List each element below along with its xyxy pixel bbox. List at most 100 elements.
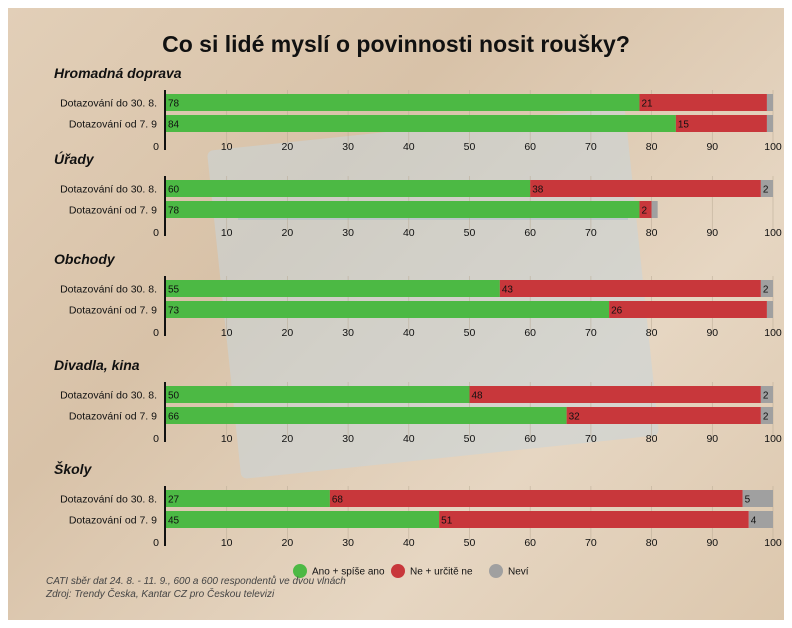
bar-yes: [166, 115, 676, 132]
bar-no-label: 48: [472, 391, 484, 402]
tick-label: 70: [585, 537, 597, 549]
tick-label: 60: [524, 227, 536, 239]
chart-panel: Hromadná doprava Dotazování do 30. 8. 78 21…: [54, 65, 782, 153]
tick-label: 30: [342, 537, 354, 549]
tick-label: 100: [764, 537, 782, 549]
row-label: Dotazování od 7. 9: [69, 515, 157, 527]
bar-dontknow-label: 2: [763, 285, 769, 296]
bar-dontknow: [748, 511, 773, 528]
tick-label: 80: [646, 227, 658, 239]
tick-label: 40: [403, 227, 415, 239]
tick-label: 30: [342, 327, 354, 339]
bar-dontknow-label: 5: [745, 495, 751, 506]
bar-no-label: 15: [678, 120, 690, 131]
bar-dontknow-label: 2: [763, 391, 769, 402]
tick-label: 10: [221, 433, 233, 445]
tick-label: 50: [464, 141, 476, 153]
bar-no-label: 26: [611, 306, 623, 317]
tick-label: 30: [342, 227, 354, 239]
tick-label: 70: [585, 327, 597, 339]
tick-label: 60: [524, 327, 536, 339]
chart-panel: Úřady Dotazování do 30. 8. 60 38 2 Dotazování…: [54, 150, 782, 239]
tick-label: 20: [282, 141, 294, 153]
tick-label: 10: [221, 141, 233, 153]
footer-method-note: CATI sběr dat 24. 8. - 11. 9., 600 a 600…: [46, 576, 346, 587]
tick-label: 90: [706, 327, 718, 339]
footer-source-note: Zdroj: Trendy Česka, Kantar CZ pro Česko…: [46, 589, 275, 600]
chart-footer: CATI sběr dat 24. 8. - 11. 9., 600 a 600…: [46, 575, 346, 601]
bar-dontknow: [766, 115, 773, 132]
tick-label: 100: [764, 433, 782, 445]
tick-label: 30: [342, 141, 354, 153]
bar-no: [499, 280, 761, 297]
bar-no-label: 2: [641, 206, 647, 217]
panel-title: Hromadná doprava: [54, 65, 182, 81]
bar-yes-label: 78: [168, 206, 180, 217]
row-label: Dotazování do 30. 8.: [60, 98, 157, 110]
bar-no: [439, 511, 749, 528]
tick-label: 100: [764, 227, 782, 239]
bar-dontknow-label: 2: [763, 412, 769, 423]
tick-label: 0: [153, 327, 159, 339]
bar-no: [329, 490, 743, 507]
tick-label: 0: [153, 227, 159, 239]
bar-yes-label: 78: [168, 99, 180, 110]
tick-label: 50: [464, 433, 476, 445]
bar-no-label: 38: [532, 185, 544, 196]
bar-no-label: 32: [569, 412, 581, 423]
tick-label: 10: [221, 227, 233, 239]
panel-title: Divadla, kina: [54, 357, 140, 373]
tick-label: 10: [221, 537, 233, 549]
bar-yes: [166, 386, 470, 403]
legend-label: Ne + určitě ne: [410, 567, 473, 578]
bar-no: [530, 180, 761, 197]
tick-label: 60: [524, 433, 536, 445]
tick-label: 20: [282, 327, 294, 339]
bar-dontknow: [760, 407, 773, 424]
panel-title: Úřady: [54, 150, 95, 167]
bar-dontknow-label: 2: [763, 185, 769, 196]
bar-no: [639, 201, 652, 218]
bar-dontknow: [742, 490, 773, 507]
bar-no: [609, 301, 767, 318]
bar-yes: [166, 511, 440, 528]
row-label: Dotazování od 7. 9: [69, 411, 157, 423]
tick-label: 30: [342, 433, 354, 445]
tick-label: 40: [403, 327, 415, 339]
tick-label: 90: [706, 141, 718, 153]
tick-label: 80: [646, 141, 658, 153]
bar-yes: [166, 180, 531, 197]
tick-label: 0: [153, 537, 159, 549]
tick-label: 50: [464, 327, 476, 339]
bar-yes: [166, 490, 330, 507]
legend-label: Neví: [508, 567, 529, 578]
tick-label: 40: [403, 537, 415, 549]
tick-label: 0: [153, 141, 159, 153]
bar-dontknow: [651, 201, 658, 218]
row-label: Dotazování od 7. 9: [69, 305, 157, 317]
bar-yes-label: 66: [168, 412, 180, 423]
tick-label: 90: [706, 537, 718, 549]
chart-panel: Obchody Dotazování do 30. 8. 55 43 2 Dotazová…: [54, 251, 782, 339]
tick-label: 40: [403, 141, 415, 153]
tick-label: 60: [524, 537, 536, 549]
tick-label: 40: [403, 433, 415, 445]
tick-label: 70: [585, 433, 597, 445]
tick-label: 80: [646, 537, 658, 549]
bar-no-label: 43: [502, 285, 514, 296]
row-label: Dotazování do 30. 8.: [60, 284, 157, 296]
bar-no: [675, 115, 767, 132]
bar-yes-label: 73: [168, 306, 180, 317]
bar-yes: [166, 301, 610, 318]
tick-label: 20: [282, 433, 294, 445]
tick-label: 70: [585, 141, 597, 153]
bar-yes: [166, 94, 640, 111]
tick-label: 10: [221, 327, 233, 339]
panel-title: Školy: [54, 460, 93, 477]
tick-label: 20: [282, 537, 294, 549]
bar-no: [566, 407, 761, 424]
chart-panel: Divadla, kina Dotazování do 30. 8. 50 48 2 Do…: [54, 357, 782, 445]
tick-label: 70: [585, 227, 597, 239]
bar-yes-label: 60: [168, 185, 180, 196]
